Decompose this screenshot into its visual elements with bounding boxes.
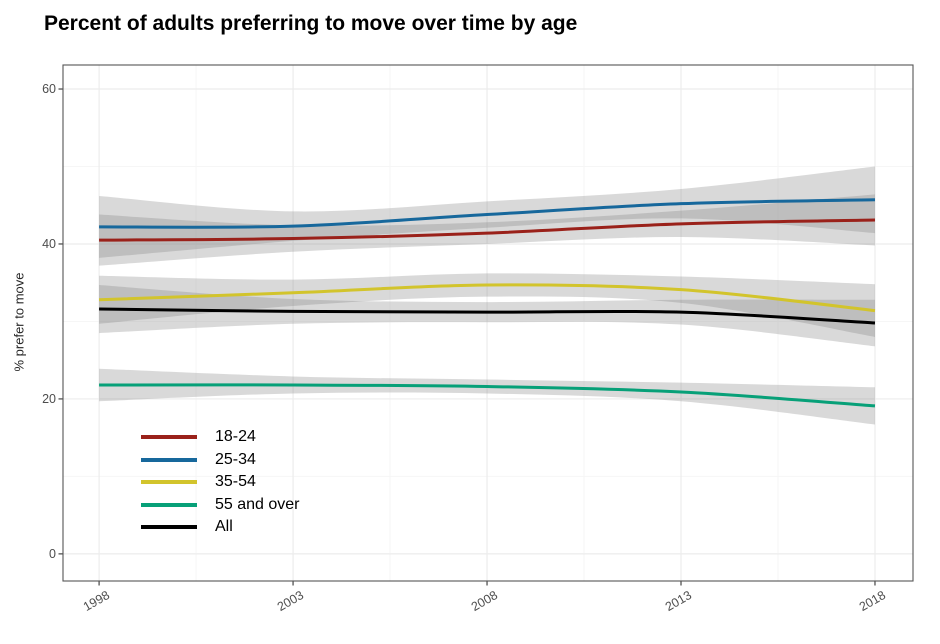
legend-key-line: [141, 525, 197, 530]
panel-border: [62, 64, 914, 582]
y-tick-label: 40: [42, 236, 56, 251]
trend-line-all: [99, 307, 876, 325]
legend-key-line: [141, 480, 197, 485]
trend-line-35-54: [99, 283, 876, 313]
legend-item: 35-54: [141, 471, 300, 494]
legend-key-line: [141, 502, 197, 507]
confidence-band-18-24: [99, 194, 875, 266]
legend-label: 35-54: [215, 473, 256, 491]
legend-label: 18-24: [215, 428, 256, 446]
confidence-band-all: [99, 285, 875, 347]
y-tick-label: 60: [42, 82, 56, 97]
legend-item: 18-24: [141, 426, 300, 449]
legend: 18-24 25-34 35-54 55 and over All: [141, 426, 300, 539]
legend-key-line: [141, 435, 197, 440]
legend-item: 55 and over: [141, 494, 300, 517]
legend-item: All: [141, 516, 300, 539]
y-tick-label: 0: [49, 546, 56, 561]
panel-background: [63, 65, 913, 581]
legend-label: 25-34: [215, 450, 256, 468]
y-tick-label: 20: [42, 391, 56, 406]
confidence-band-25-34: [99, 166, 875, 258]
trend-line-25-34: [99, 198, 876, 229]
chart-title: Percent of adults preferring to move ove…: [44, 12, 578, 35]
legend-label: All: [215, 518, 233, 536]
confidence-band-55-and-over: [99, 368, 875, 425]
legend-key-line: [141, 457, 197, 462]
legend-label: 55 and over: [215, 495, 300, 513]
trend-line-18-24: [99, 218, 876, 242]
legend-item: 25-34: [141, 449, 300, 472]
trend-line-55-and-over: [99, 383, 876, 408]
y-axis-title: % prefer to move: [11, 272, 27, 372]
